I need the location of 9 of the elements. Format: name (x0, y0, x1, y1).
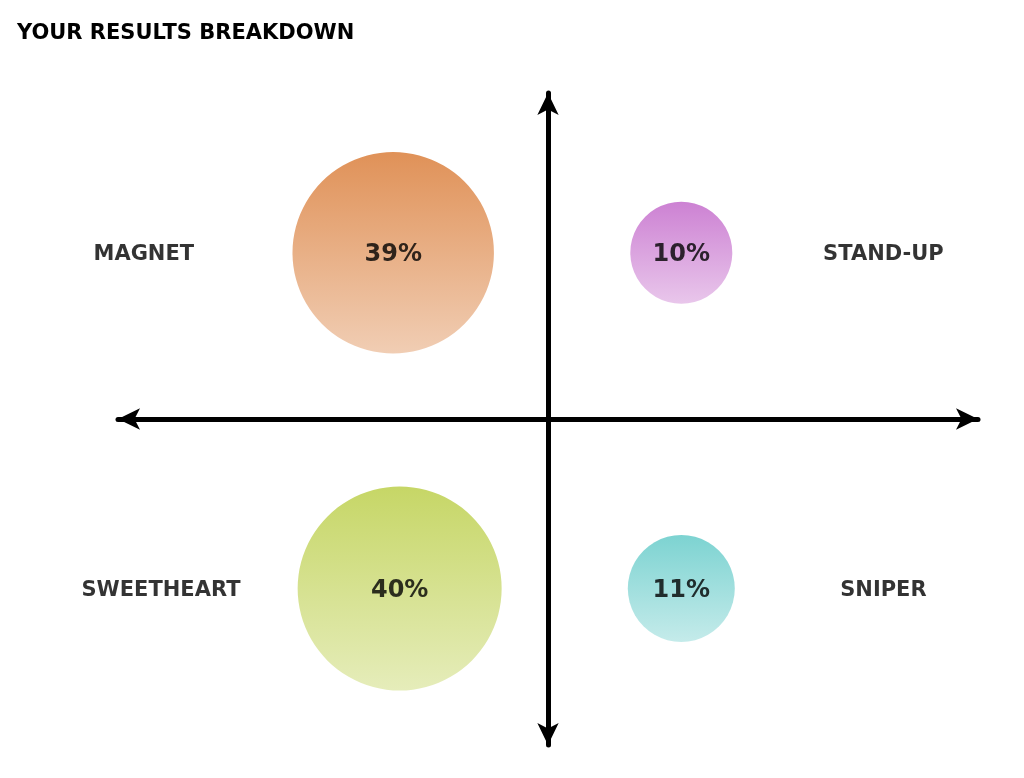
category-label: STAND-UP (823, 240, 944, 265)
data-label: 39% (364, 238, 422, 267)
category-label: SNIPER (840, 576, 927, 601)
data-label: 11% (652, 574, 711, 603)
category-label: MAGNET (93, 240, 195, 265)
category-label: SWEETHEART (81, 576, 242, 601)
data-label: 40% (370, 574, 429, 603)
data-label: 10% (652, 238, 711, 267)
text: YOUR RESULTS BREAKDOWN (16, 19, 355, 44)
